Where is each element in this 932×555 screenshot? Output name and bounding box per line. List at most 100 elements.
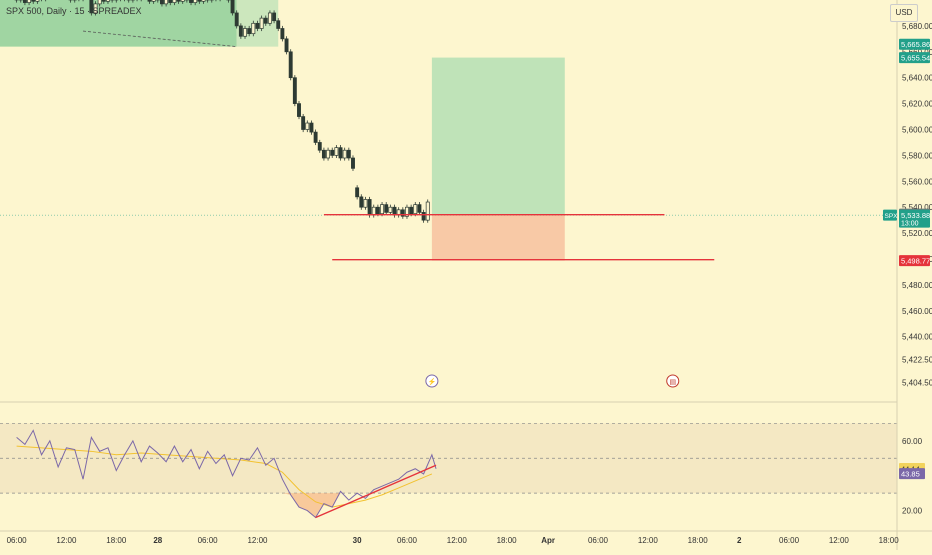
candle xyxy=(243,28,247,37)
stop-loss-zone[interactable] xyxy=(431,214,565,261)
candle xyxy=(359,196,364,208)
price-tick-label: 5,460.00 xyxy=(902,307,932,316)
price-label: 5,498.77 xyxy=(901,257,930,266)
candle xyxy=(284,38,289,53)
time-tick-label: 12:00 xyxy=(829,536,850,545)
price-label-box[interactable] xyxy=(899,52,930,64)
price-label: 5,655.54 xyxy=(901,54,930,63)
price-label-box[interactable] xyxy=(899,38,930,50)
candle xyxy=(351,157,355,169)
time-tick-label: 18:00 xyxy=(106,536,127,545)
candle xyxy=(35,0,40,2)
candle xyxy=(238,25,243,37)
price-label-box[interactable] xyxy=(899,255,930,267)
candle xyxy=(189,0,193,3)
candle xyxy=(375,206,380,215)
time-tick-label: 12:00 xyxy=(56,536,77,545)
price-tick-label: 5,680.00 xyxy=(902,22,932,31)
rsi-tick-label: 20.00 xyxy=(902,507,923,516)
price-pane[interactable]: ⚡ ▤ xyxy=(0,0,897,388)
candle xyxy=(413,204,418,215)
price-tick-label: 5,620.00 xyxy=(902,100,932,109)
candle xyxy=(247,28,252,35)
candle xyxy=(230,0,235,14)
candle xyxy=(193,0,198,3)
price-axis-bg xyxy=(897,0,932,550)
candle xyxy=(388,206,393,213)
candle xyxy=(201,0,206,2)
time-tick-label: 18:00 xyxy=(497,536,518,545)
candle xyxy=(197,0,202,2)
time-tick-label: 12:00 xyxy=(247,536,268,545)
candle xyxy=(425,201,430,221)
spx-tag-box[interactable] xyxy=(883,209,897,221)
price-label-box[interactable] xyxy=(899,209,930,228)
candle xyxy=(367,199,372,216)
candle xyxy=(363,199,368,208)
price-tick-label: 5,480.00 xyxy=(902,281,932,290)
rsi-ma-line xyxy=(16,445,433,508)
flag-icon-circle xyxy=(666,374,680,388)
candle xyxy=(338,147,343,159)
price-axis[interactable]: 5,680.005,660.005,640.005,620.005,600.00… xyxy=(883,0,932,550)
flag-icon[interactable]: ▤ xyxy=(666,374,680,388)
price-label: 5,665.86 xyxy=(901,40,930,49)
candle xyxy=(313,131,318,143)
rsi-oversold-fill xyxy=(282,493,341,518)
time-tick-label: 06:00 xyxy=(588,536,609,545)
candle xyxy=(334,147,339,156)
time-tick-label: 12:00 xyxy=(638,536,659,545)
time-tick-label: 18:00 xyxy=(879,536,900,545)
lightning-icon[interactable]: ⚡ xyxy=(425,374,439,388)
currency-label[interactable]: USD xyxy=(890,4,918,22)
candle xyxy=(276,20,281,29)
candle xyxy=(31,0,36,2)
candle xyxy=(297,103,301,117)
candle xyxy=(101,0,106,2)
spx-tag: SPX xyxy=(885,213,899,220)
flag-icon-glyph: ▤ xyxy=(669,379,676,386)
rsi-trendline[interactable] xyxy=(315,464,437,519)
time-axis[interactable]: 06:00 12:00 18:00 28 06:00 12:00 30 06:00 12:00 1… xyxy=(0,530,932,545)
time-tick-label: 06:00 xyxy=(779,536,800,545)
lightning-icon-circle xyxy=(425,374,439,388)
candle xyxy=(255,22,260,29)
time-tick-label: 06:00 xyxy=(198,536,219,545)
candle xyxy=(346,149,351,159)
price-tick-label: 5,540.00 xyxy=(902,203,932,212)
price-tick-label: 5,580.00 xyxy=(902,151,932,160)
price-tick-label: 5,440.00 xyxy=(902,333,932,342)
candle xyxy=(371,206,376,216)
candle xyxy=(27,0,32,3)
price-label: 5,533.88 xyxy=(901,211,930,220)
rsi-band-fill xyxy=(0,423,897,494)
price-tick-label: 5,520.00 xyxy=(902,229,932,238)
rsi-label: 43.85 xyxy=(901,470,920,479)
channel-line xyxy=(83,30,237,48)
lightning-icon-glyph: ⚡ xyxy=(428,377,437,386)
candle xyxy=(301,116,306,130)
candle xyxy=(305,122,310,130)
candle xyxy=(259,17,264,29)
candle xyxy=(89,0,94,14)
candle xyxy=(317,142,322,151)
candle xyxy=(400,209,405,217)
candle xyxy=(342,149,347,159)
candle xyxy=(168,0,173,3)
candle xyxy=(280,28,285,40)
time-tick-label: 12:00 xyxy=(447,536,468,545)
candle xyxy=(321,149,326,159)
candle xyxy=(392,206,397,216)
candle xyxy=(251,22,256,35)
candle xyxy=(421,212,426,221)
rsi-pane[interactable] xyxy=(0,401,897,519)
rsi-label-box[interactable] xyxy=(899,468,925,480)
candle xyxy=(147,0,152,2)
price-tick-label: 5,640.00 xyxy=(902,74,932,83)
time-tick-label: 18:00 xyxy=(688,536,709,545)
profit-target-zone[interactable] xyxy=(431,57,565,215)
candle xyxy=(405,206,409,217)
time-tick-label: 30 xyxy=(353,536,362,545)
